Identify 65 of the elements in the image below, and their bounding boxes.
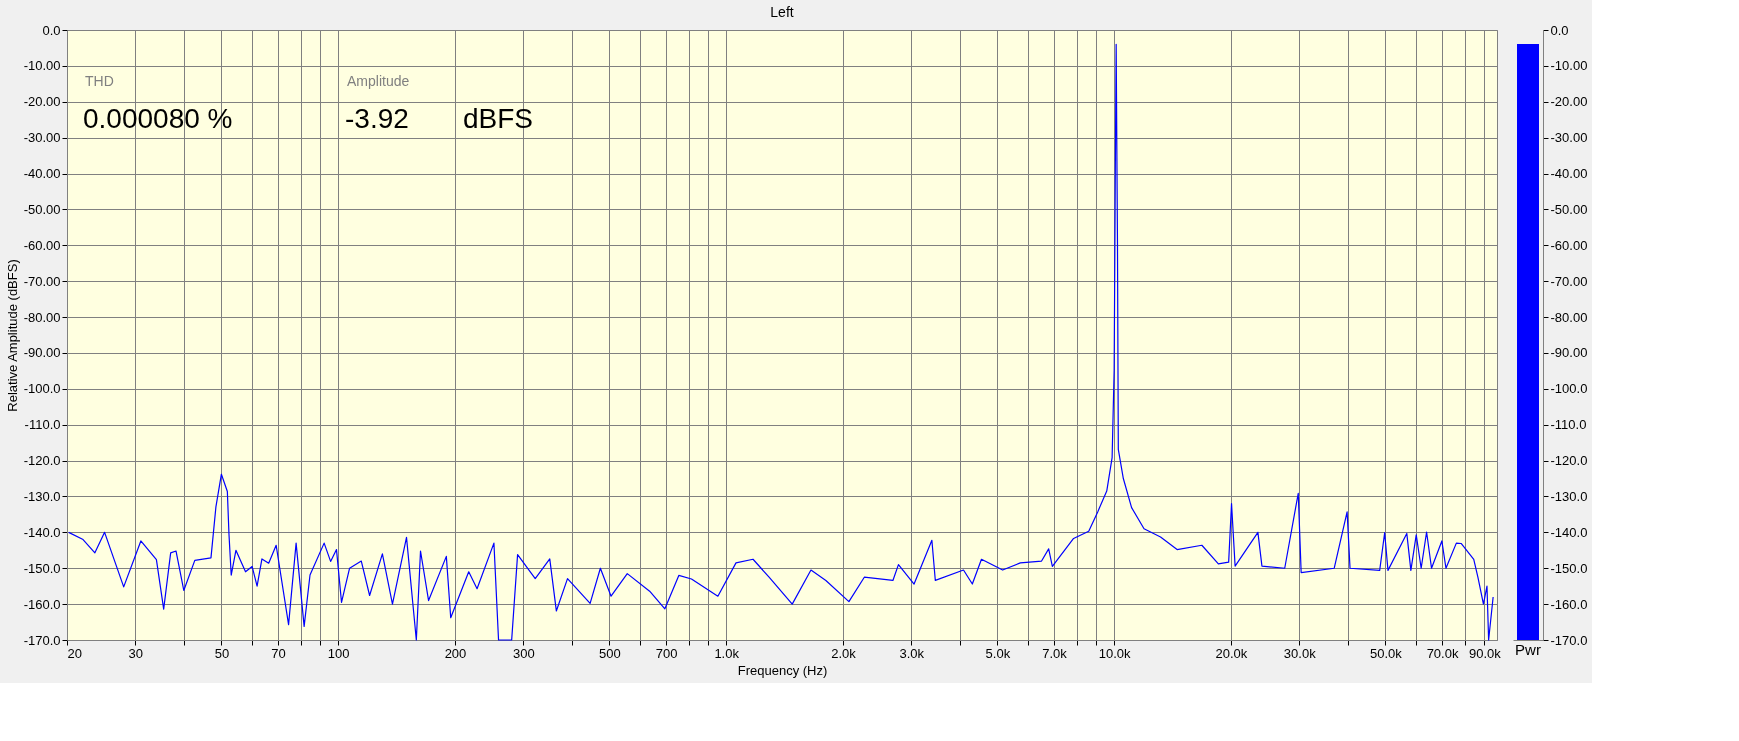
y-tick-label: -50.00 — [1550, 201, 1588, 217]
x-tick-label: 300 — [512, 645, 535, 661]
annotation: 0.000080 % — [83, 103, 233, 134]
x-tick-label: 90.0k — [1468, 645, 1502, 661]
x-tick-label: 2.0k — [831, 645, 857, 661]
x-tick-label: 5.0k — [985, 645, 1011, 661]
x-axis-title: Frequency (Hz) — [737, 662, 828, 678]
x-tick-label: 70 — [271, 645, 286, 661]
x-tick-label: 20 — [67, 645, 82, 661]
y-tick-label: -90.00 — [23, 345, 61, 361]
x-tick-label: 50.0k — [1369, 645, 1403, 661]
y-tick-label: -10.00 — [23, 58, 61, 74]
y-tick-label: -90.00 — [1550, 345, 1588, 361]
y-tick-label: 0.0 — [42, 22, 61, 38]
annotation: -3.92 — [345, 103, 409, 134]
annotation: THD — [85, 73, 114, 89]
y-axis-title: Relative Amplitude (dBFS) — [4, 259, 20, 412]
y-tick-label: -60.00 — [23, 237, 61, 253]
y-tick-label: -30.00 — [23, 130, 61, 146]
y-tick-label: -80.00 — [1550, 309, 1588, 325]
x-tick-label: 700 — [655, 645, 678, 661]
y-tick-label: -20.00 — [23, 94, 61, 110]
y-tick-label: -60.00 — [1550, 237, 1588, 253]
x-tick-label: 30.0k — [1283, 645, 1317, 661]
y-tick-label: -110.0 — [24, 417, 61, 433]
x-tick-label: 10.0k — [1098, 645, 1132, 661]
x-tick-label: 20.0k — [1215, 645, 1248, 661]
y-tick-label: -120.0 — [1550, 453, 1588, 469]
y-tick-label: -120.0 — [23, 453, 61, 469]
x-tick-label: 70.0k — [1426, 645, 1459, 661]
y-tick-label: -170.0 — [23, 632, 61, 648]
x-tick-label: Pwr — [1515, 640, 1541, 658]
y-tick-label: -100.0 — [23, 381, 61, 397]
y-tick-label: -150.0 — [1550, 560, 1588, 576]
x-tick-label: 50 — [214, 645, 230, 661]
x-tick-label: 30 — [128, 645, 144, 661]
annotation: Amplitude — [347, 73, 410, 89]
annotation: dBFS — [463, 103, 534, 134]
y-tick-label: -20.00 — [1550, 94, 1588, 110]
x-tick-label: 7.0k — [1042, 645, 1068, 661]
y-tick-label: -160.0 — [1550, 596, 1588, 612]
y-tick-label: -80.00 — [23, 309, 61, 325]
y-tick-label: -10.00 — [1550, 58, 1588, 74]
y-tick-label: -130.0 — [1550, 488, 1588, 504]
y-tick-label: -100.0 — [1550, 381, 1588, 397]
x-tick-label: 200 — [444, 645, 467, 661]
x-tick-label: 100 — [327, 645, 350, 661]
x-tick-label: 1.0k — [714, 645, 740, 661]
y-tick-label: -150.0 — [23, 560, 61, 576]
chart-title: Left — [770, 4, 794, 20]
y-tick-label: -160.0 — [23, 596, 61, 612]
x-tick-label: 3.0k — [899, 645, 925, 661]
y-tick-label: 0.0 — [1550, 22, 1569, 38]
y-tick-label: -40.00 — [23, 166, 61, 182]
y-tick-label: -140.0 — [1550, 524, 1588, 540]
y-tick-label: -170.0 — [1550, 632, 1588, 648]
y-tick-label: -30.00 — [1550, 130, 1588, 146]
y-tick-label: -50.00 — [23, 201, 61, 217]
x-tick-label: 500 — [599, 645, 621, 661]
y-tick-label: -140.0 — [23, 524, 61, 540]
y-tick-label: -130.0 — [23, 488, 61, 504]
y-tick-label: -70.00 — [23, 273, 61, 289]
y-tick-label: -70.00 — [1550, 273, 1588, 289]
y-tick-label: -40.00 — [1550, 166, 1588, 182]
y-tick-label: -110.0 — [1550, 417, 1587, 433]
